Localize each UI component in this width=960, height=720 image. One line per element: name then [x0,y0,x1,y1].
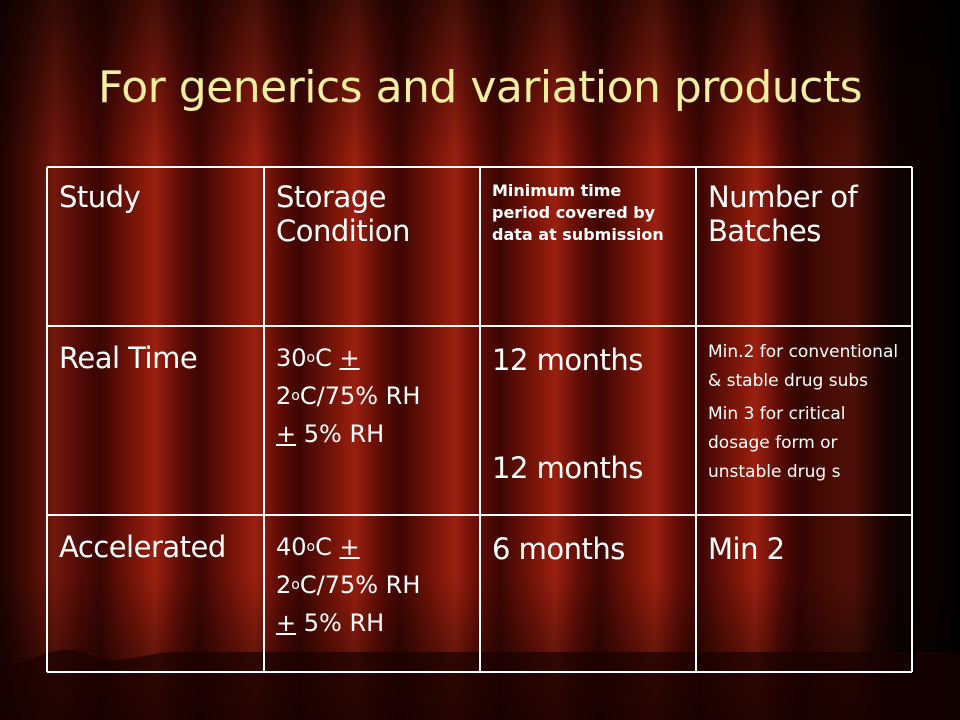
header-cell: Study [59,180,141,214]
cell: 12 months 12 months [480,333,696,495]
text: 30 [276,344,307,372]
cell: 30oC + 2oC/75% RH + 5% RH [264,331,480,461]
slide-title: For generics and variation products [97,62,863,113]
text: 5% RH [296,420,385,448]
table-grid [46,166,913,673]
text: C [315,344,340,372]
degree: o [306,350,316,366]
cell: Min 2 [708,532,785,566]
text: 5% RH [296,609,385,637]
cell: Accelerated [59,530,226,564]
header-cell: Number of Batches [708,180,858,248]
text: C/75% RH [299,382,421,410]
header-cell: Storage Condition [276,180,410,248]
text: C/75% RH [299,571,421,599]
degree: o [291,388,300,404]
text: 2 [276,382,292,410]
plus-minus: + [339,344,360,372]
text: 12 months [492,343,643,377]
curtain-hem [0,649,960,720]
text: Min 3 for critical dosage form or unstab… [708,404,846,482]
degree: o [306,539,316,555]
text: 2 [276,571,292,599]
cell: Min.2 for conventional & stable drug sub… [696,328,912,497]
plus-minus: + [276,609,297,637]
plus-minus: + [339,533,360,561]
header-cell: Minimum time period covered by data at s… [492,181,664,244]
plus-minus: + [276,420,297,448]
text: 40 [276,533,307,561]
text: C [315,533,340,561]
degree: o [291,577,300,593]
text: Min.2 for conventional & stable drug sub… [708,342,899,391]
cell: 40oC + 2oC/75% RH + 5% RH [264,520,480,650]
cell: Real Time [59,341,198,375]
cell: 6 months [492,532,625,566]
text: 12 months [492,451,643,485]
